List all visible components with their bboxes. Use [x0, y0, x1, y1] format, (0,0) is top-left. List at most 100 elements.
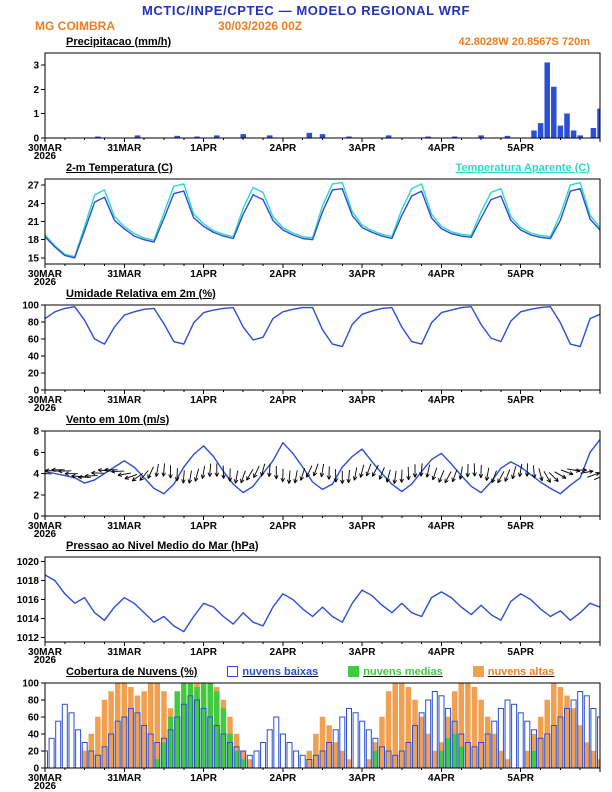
svg-text:0: 0 [33, 386, 39, 397]
svg-text:2APR: 2APR [270, 647, 297, 658]
svg-text:1018: 1018 [17, 576, 40, 587]
svg-text:2026: 2026 [34, 529, 57, 538]
svg-text:30MAR: 30MAR [28, 521, 63, 532]
svg-text:27: 27 [28, 181, 40, 192]
svg-text:4APR: 4APR [428, 269, 455, 280]
svg-text:100: 100 [22, 679, 39, 690]
svg-text:2: 2 [33, 85, 39, 96]
svg-text:3APR: 3APR [349, 269, 376, 280]
svg-text:5APR: 5APR [507, 269, 534, 280]
station-name: MG COIMBRA [35, 19, 115, 33]
svg-text:1APR: 1APR [190, 773, 217, 784]
svg-text:1: 1 [33, 109, 39, 120]
panel-title-row: 2-m Temperatura (C) Temperatura Aparente… [0, 160, 612, 175]
svg-text:1014: 1014 [17, 614, 40, 625]
svg-text:2026: 2026 [34, 655, 57, 664]
mid-clouds-label: nuvens medias [363, 665, 443, 678]
svg-text:4APR: 4APR [428, 143, 455, 154]
svg-text:60: 60 [28, 335, 40, 346]
svg-text:30MAR: 30MAR [28, 143, 63, 154]
svg-text:4APR: 4APR [428, 647, 455, 658]
panel-title-row: Vento em 10m (m/s) [0, 412, 612, 427]
run-datetime: 30/03/2026 00Z [218, 19, 303, 33]
svg-text:30MAR: 30MAR [28, 269, 63, 280]
svg-text:30MAR: 30MAR [28, 773, 63, 784]
temperature-title: 2-m Temperatura (C) [66, 161, 173, 174]
panel-title-row: Pressao ao Nivel Medio do Mar (hPa) [0, 538, 612, 553]
cloud-cover-title: Cobertura de Nuvens (%) [66, 665, 198, 678]
svg-text:31MAR: 31MAR [107, 647, 142, 658]
panel-title-row: Precipitacao (mm/h) 42.8028W 20.8567S 72… [0, 34, 612, 49]
svg-text:3: 3 [33, 61, 39, 72]
legend-high-clouds: nuvens altas [472, 666, 554, 678]
svg-text:3APR: 3APR [349, 143, 376, 154]
svg-text:4APR: 4APR [428, 521, 455, 532]
svg-text:2026: 2026 [34, 151, 57, 160]
svg-text:20: 20 [28, 747, 40, 758]
high-clouds-swatch-icon [472, 666, 484, 677]
svg-text:31MAR: 31MAR [107, 521, 142, 532]
svg-text:60: 60 [28, 713, 40, 724]
low-clouds-label: nuvens baixas [242, 665, 319, 678]
mid-clouds-swatch-icon [348, 666, 360, 677]
svg-text:2APR: 2APR [270, 143, 297, 154]
model-title: MCTIC/INPE/CPTEC — MODELO REGIONAL WRF [141, 3, 471, 18]
svg-text:31MAR: 31MAR [107, 269, 142, 280]
run-info-row: MG COIMBRA 30/03/2026 00Z [0, 19, 612, 34]
svg-text:5APR: 5APR [507, 143, 534, 154]
humidity-title: Umidade Relativa em 2m (%) [66, 287, 216, 300]
svg-text:31MAR: 31MAR [107, 395, 142, 406]
svg-text:2APR: 2APR [270, 395, 297, 406]
legend-mid-clouds: nuvens medias [348, 665, 443, 678]
svg-text:2: 2 [33, 490, 39, 501]
svg-text:15: 15 [28, 253, 40, 264]
apparent-temperature-label: Temperatura Aparente (C) [455, 161, 590, 174]
svg-text:5APR: 5APR [507, 647, 534, 658]
svg-text:1APR: 1APR [190, 647, 217, 658]
svg-text:3APR: 3APR [349, 395, 376, 406]
svg-text:31MAR: 31MAR [107, 773, 142, 784]
svg-text:20: 20 [28, 369, 40, 380]
svg-text:1020: 1020 [17, 557, 40, 568]
svg-text:5APR: 5APR [507, 521, 534, 532]
svg-text:24: 24 [28, 199, 40, 210]
svg-text:0: 0 [33, 134, 39, 145]
panel-pressure: Pressao ao Nivel Medio do Mar (hPa) 1012… [0, 538, 612, 664]
panel-precipitation: Precipitacao (mm/h) 42.8028W 20.8567S 72… [0, 34, 612, 160]
wind-title: Vento em 10m (m/s) [66, 413, 170, 426]
panel-temperature: 2-m Temperatura (C) Temperatura Aparente… [0, 160, 612, 286]
svg-text:100: 100 [22, 301, 39, 312]
svg-text:1016: 1016 [17, 595, 40, 606]
svg-text:5APR: 5APR [507, 395, 534, 406]
svg-text:5APR: 5APR [507, 773, 534, 784]
svg-text:21: 21 [28, 217, 40, 228]
svg-text:1APR: 1APR [190, 521, 217, 532]
legend-low-clouds: nuvens baixas [227, 666, 318, 678]
panel-wind: Vento em 10m (m/s) 0 2 4 6 8 30MAR 2026 31MAR 1A… [0, 412, 612, 538]
panel-humidity: Umidade Relativa em 2m (%) 0 20 40 60 80 100 3… [0, 286, 612, 412]
svg-text:1APR: 1APR [190, 269, 217, 280]
svg-text:2APR: 2APR [270, 773, 297, 784]
svg-text:2026: 2026 [34, 277, 57, 286]
low-clouds-swatch-icon [227, 666, 239, 677]
svg-text:3APR: 3APR [349, 647, 376, 658]
page-header: MCTIC/INPE/CPTEC — MODELO REGIONAL WRF M… [0, 0, 612, 34]
svg-text:6: 6 [33, 448, 39, 459]
svg-text:31MAR: 31MAR [107, 143, 142, 154]
svg-text:80: 80 [28, 318, 40, 329]
station-coordinates: 42.8028W 20.8567S 720m [458, 35, 591, 48]
svg-text:8: 8 [33, 427, 39, 438]
svg-text:3APR: 3APR [349, 521, 376, 532]
svg-text:0: 0 [33, 764, 39, 775]
svg-text:1APR: 1APR [190, 143, 217, 154]
svg-text:30MAR: 30MAR [28, 395, 63, 406]
svg-text:4APR: 4APR [428, 773, 455, 784]
panel-title-row: Cobertura de Nuvens (%) nuvens baixas nu… [0, 664, 612, 679]
svg-text:2APR: 2APR [270, 269, 297, 280]
